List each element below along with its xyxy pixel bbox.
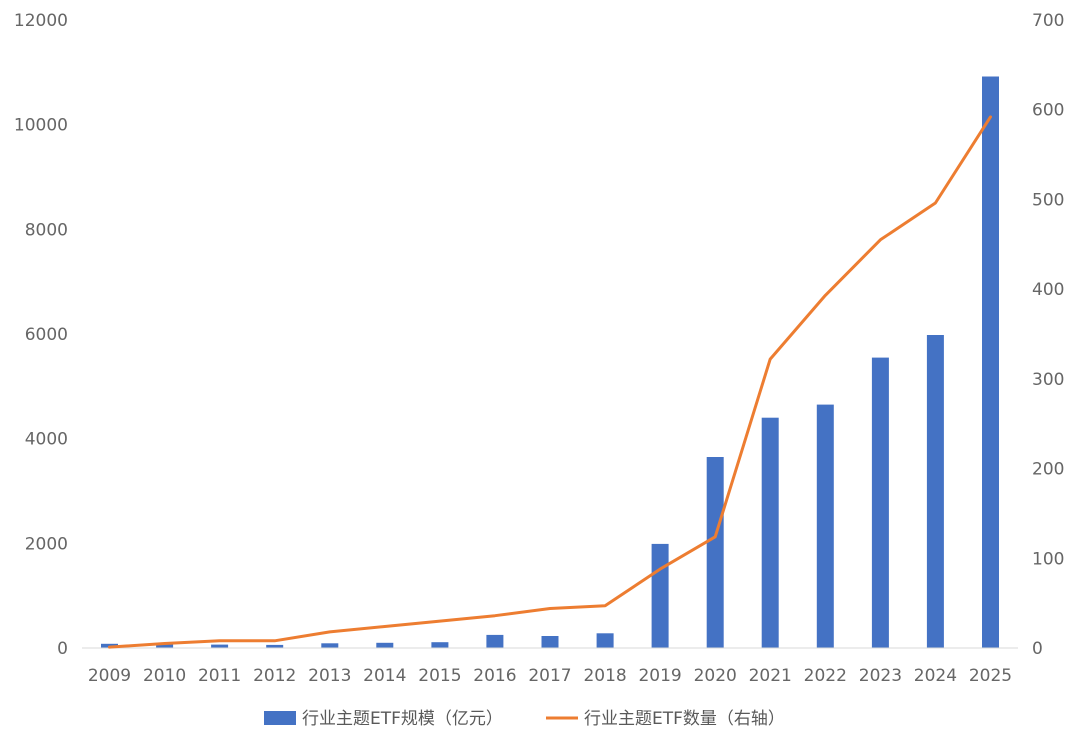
legend-bar-label: 行业主题ETF规模（亿元）	[302, 709, 503, 729]
bar-2016	[486, 634, 504, 648]
left-tick-8000: 8000	[25, 220, 68, 240]
left-tick-0: 0	[57, 639, 68, 659]
x-tick-2014: 2014	[363, 666, 406, 686]
x-tick-2012: 2012	[253, 666, 296, 686]
left-tick-12000: 12000	[14, 11, 68, 31]
x-axis: 2009 2010 2011 2012 2013 2014 2015 2016 2017 2018…	[88, 666, 1012, 686]
x-tick-2024: 2024	[914, 666, 957, 686]
right-tick-0: 0	[1032, 639, 1043, 659]
bar-2023	[871, 357, 889, 648]
right-tick-600: 600	[1032, 101, 1064, 121]
left-axis: 0 2000 4000 6000 8000 10000 12000	[14, 11, 68, 659]
right-axis: 0 100 200 300 400 500 600 700	[1032, 11, 1064, 659]
bar-2013	[321, 643, 339, 648]
x-tick-2021: 2021	[749, 666, 792, 686]
x-tick-2018: 2018	[583, 666, 626, 686]
bar-2018	[596, 633, 614, 648]
legend-bar-swatch	[264, 711, 296, 725]
right-tick-200: 200	[1032, 460, 1064, 480]
bar-2024	[926, 335, 944, 648]
right-tick-300: 300	[1032, 370, 1064, 390]
x-tick-2025: 2025	[969, 666, 1012, 686]
right-tick-100: 100	[1032, 549, 1064, 569]
line-series	[108, 115, 992, 649]
left-tick-4000: 4000	[25, 430, 68, 450]
x-tick-2022: 2022	[804, 666, 847, 686]
x-tick-2023: 2023	[859, 666, 902, 686]
left-tick-10000: 10000	[14, 116, 68, 136]
legend: 行业主题ETF规模（亿元） 行业主题ETF数量（右轴）	[264, 709, 785, 729]
legend-line-label: 行业主题ETF数量（右轴）	[584, 709, 785, 729]
bar-2021	[761, 417, 779, 648]
x-tick-2010: 2010	[143, 666, 186, 686]
bar-2025	[982, 76, 999, 648]
x-tick-2013: 2013	[308, 666, 351, 686]
bar-series	[101, 76, 999, 648]
x-tick-2009: 2009	[88, 666, 131, 686]
bar-2017	[541, 636, 559, 648]
bar-2012	[266, 644, 284, 648]
bar-2014	[376, 642, 394, 648]
x-tick-2016: 2016	[473, 666, 516, 686]
x-tick-2015: 2015	[418, 666, 461, 686]
right-tick-400: 400	[1032, 280, 1064, 300]
right-tick-700: 700	[1032, 11, 1064, 31]
bar-2020	[706, 457, 724, 648]
left-tick-6000: 6000	[25, 325, 68, 345]
bar-2011	[211, 644, 229, 648]
x-tick-2017: 2017	[528, 666, 571, 686]
left-tick-2000: 2000	[25, 534, 68, 554]
bar-2019	[651, 543, 669, 648]
bar-2015	[431, 642, 449, 648]
bar-2022	[816, 404, 834, 648]
x-tick-2019: 2019	[638, 666, 681, 686]
right-tick-500: 500	[1032, 190, 1064, 210]
bar-2010	[156, 644, 174, 648]
x-tick-2020: 2020	[694, 666, 737, 686]
x-tick-2011: 2011	[198, 666, 241, 686]
